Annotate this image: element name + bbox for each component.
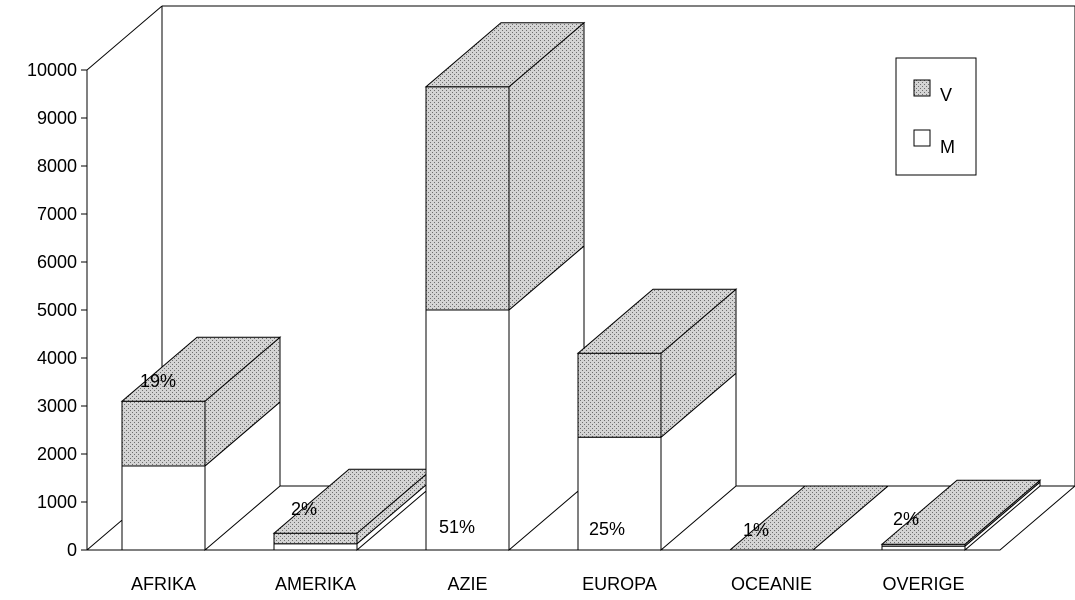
bar-group — [272, 468, 434, 552]
bar-group — [728, 485, 890, 551]
bar-v-front — [425, 86, 510, 311]
y-tick-label: 6000 — [37, 252, 77, 272]
y-tick-label: 2000 — [37, 444, 77, 464]
legend-swatch-v — [913, 79, 931, 97]
bar-group — [120, 336, 282, 552]
bar-group — [424, 21, 586, 552]
legend-label-m: M — [940, 137, 955, 157]
bar-top — [424, 22, 586, 88]
y-tick-label: 5000 — [37, 300, 77, 320]
y-tick-label: 0 — [67, 540, 77, 560]
y-tick-label: 1000 — [37, 492, 77, 512]
bar-v-front — [273, 532, 358, 545]
bar-top — [120, 336, 282, 402]
category-label: EUROPA — [582, 574, 657, 594]
bar-m-front — [881, 545, 966, 551]
bar-m-front — [273, 543, 358, 551]
category-label: OVERIGE — [882, 574, 964, 594]
bars — [120, 21, 1042, 552]
bar-v-front — [121, 400, 206, 467]
bar-m-front — [577, 436, 662, 551]
data-label: 1% — [743, 520, 769, 540]
y-axis-ticks: 0 1000 2000 3000 4000 5000 6000 7000 8000 9000 100… — [27, 60, 87, 560]
bar-group — [880, 479, 1042, 552]
x-axis-categories: AFRIKA AMERIKA AZIE EUROPA OCEANIE OVERIGE — [131, 574, 965, 594]
bar-top — [880, 479, 1042, 545]
y-tick-label: 4000 — [37, 348, 77, 368]
y-tick-label: 7000 — [37, 204, 77, 224]
category-label: AZIE — [447, 574, 487, 594]
bar-v-front — [577, 352, 662, 438]
data-label: 2% — [291, 499, 317, 519]
y-tick-label: 9000 — [37, 108, 77, 128]
legend-frame — [895, 57, 977, 176]
bar-group — [576, 288, 738, 552]
legend-label-v: V — [940, 85, 952, 105]
category-label: AFRIKA — [131, 574, 196, 594]
legend: V M — [895, 57, 977, 176]
y-tick-label: 10000 — [27, 60, 77, 80]
y-tick-label: 8000 — [37, 156, 77, 176]
data-label: 25% — [589, 519, 625, 539]
data-label: 19% — [140, 371, 176, 391]
bar-m-front — [121, 465, 206, 551]
bar-top — [728, 485, 890, 551]
bar-m-front — [425, 309, 510, 551]
side-wall-top-edge — [86, 5, 163, 71]
category-label: OCEANIE — [731, 574, 812, 594]
data-label: 51% — [439, 517, 475, 537]
y-tick-label: 3000 — [37, 396, 77, 416]
category-label: AMERIKA — [275, 574, 356, 594]
bar-top — [576, 288, 738, 354]
data-label: 2% — [893, 509, 919, 529]
legend-swatch-m — [913, 129, 931, 147]
data-labels: 19% 2% 51% 25% 1% 2% — [140, 371, 919, 540]
